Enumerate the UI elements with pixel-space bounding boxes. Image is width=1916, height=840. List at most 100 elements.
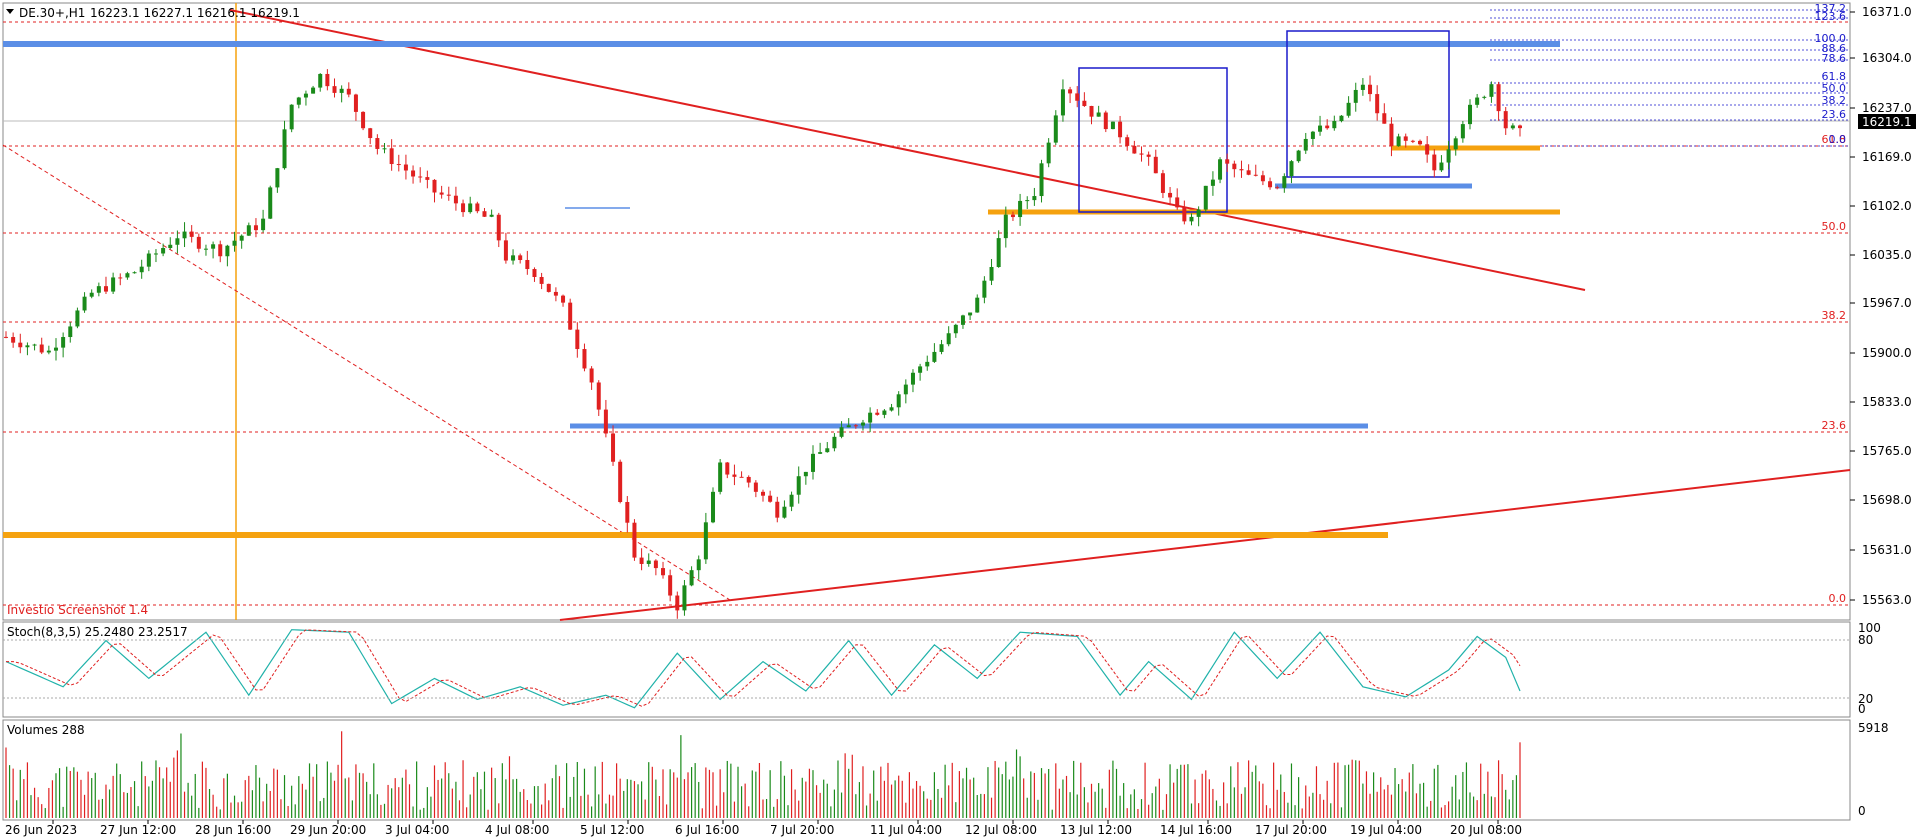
stoch-scale-label: 20 (1858, 692, 1873, 706)
price-tick-label: 16237.0 (1862, 101, 1912, 115)
fib-major-label: 38.2 (1822, 309, 1847, 322)
fib-minor-label: 78.6 (1822, 52, 1847, 65)
candle-body (910, 372, 915, 385)
candle-body (396, 164, 401, 166)
candle-body (46, 350, 51, 353)
candle-body (218, 244, 223, 257)
time-tick-label: 20 Jul 08:00 (1450, 823, 1522, 837)
price-tick-label: 16304.0 (1862, 51, 1912, 65)
candle-body (832, 436, 837, 449)
candle-body (1482, 96, 1487, 98)
candle-body (1018, 200, 1023, 218)
price-axis: 16371.0 16304.0 16237.0 16169.0 16102.0 16035… (1850, 5, 1912, 607)
time-axis: 26 Jun 2023 27 Jun 12:00 28 Jun 16:00 29 Ju… (5, 820, 1522, 837)
trendline-down[interactable] (229, 9, 1586, 291)
trendline-up[interactable] (559, 469, 1851, 621)
candle-body (203, 248, 208, 250)
candle-body (325, 73, 330, 87)
time-tick-label: 26 Jun 2023 (5, 823, 77, 837)
time-tick-label: 12 Jul 08:00 (965, 823, 1037, 837)
candle-body (768, 495, 773, 502)
candle-body (432, 179, 437, 193)
candle-body (1396, 136, 1401, 147)
volume-scale-max: 5918 (1858, 721, 1889, 735)
watermark: Investio Screenshot 1.4 (7, 603, 148, 617)
candle-body (1160, 173, 1165, 193)
candle-body (382, 148, 387, 150)
stoch-scale-label: 0 (1858, 702, 1866, 716)
volume-label: Volumes 288 (7, 723, 85, 737)
candle-body (11, 337, 16, 343)
candle-body (646, 560, 651, 564)
candle-body (532, 269, 537, 277)
candle-body (611, 433, 616, 462)
candle-body (1410, 140, 1415, 142)
candle-body (1189, 216, 1194, 222)
candle-body (161, 248, 166, 254)
candle-body (1318, 125, 1323, 132)
candle-body (1218, 159, 1223, 180)
chevron-down-icon[interactable] (6, 9, 14, 14)
candle-body (1375, 94, 1380, 114)
time-tick-label: 11 Jul 04:00 (870, 823, 942, 837)
time-tick-label: 27 Jun 12:00 (100, 823, 176, 837)
candle-body (1132, 145, 1137, 154)
candle-body (196, 236, 201, 249)
candle-body (1403, 136, 1408, 141)
candle-body (1039, 163, 1044, 197)
candle-body (1382, 113, 1387, 124)
candle-body (268, 187, 273, 219)
candle-body (1496, 84, 1501, 112)
fib-major-labels: 0.0 23.6 38.2 50.0 61.8 (1822, 133, 1847, 605)
price-tick-label: 15967.0 (1862, 296, 1912, 310)
candle-body (511, 255, 516, 261)
candle-body (232, 240, 237, 246)
candle-body (582, 349, 587, 369)
candle-body (775, 501, 780, 518)
candle-body (375, 138, 380, 149)
price-tick-label: 15698.0 (1862, 493, 1912, 507)
candle-body (346, 88, 351, 95)
price-tick-label: 15631.0 (1862, 543, 1912, 557)
candle-body (1118, 121, 1123, 138)
price-tick-label: 15765.0 (1862, 444, 1912, 458)
diagonal-dashed-line[interactable] (2, 144, 731, 601)
candle-body (810, 453, 815, 472)
candle-body (725, 462, 730, 475)
fib-minor-label: 100.0 (1815, 32, 1847, 45)
stochastic-lines (5, 629, 1521, 709)
candle-body (603, 409, 608, 434)
candle-body (982, 280, 987, 298)
candle-body (575, 329, 580, 350)
candle-body (853, 425, 858, 427)
candle-body (918, 366, 923, 373)
candle-body (1082, 100, 1087, 106)
candle-body (1425, 144, 1430, 155)
candle-body (503, 240, 508, 261)
candle-body (761, 491, 765, 496)
time-tick-label: 5 Jul 12:00 (580, 823, 644, 837)
candle-body (1125, 137, 1130, 146)
candle-body (968, 312, 973, 316)
candle-body (539, 276, 544, 284)
candle-body (525, 260, 530, 270)
consolidation-boxes[interactable] (1078, 30, 1450, 213)
candle-body (975, 297, 980, 313)
fib-minor-label: 137.2 (1815, 2, 1847, 15)
candle-body (489, 214, 494, 217)
candle-body (82, 296, 87, 311)
fib-minor-label: 0.0 (1829, 133, 1847, 146)
candle-body (1489, 84, 1494, 97)
candle-body (1046, 142, 1051, 164)
candle-body (1268, 181, 1273, 188)
candle-body (561, 295, 566, 303)
candle-body (546, 283, 551, 292)
blue-levels[interactable] (3, 41, 1560, 429)
fib-major-label: 50.0 (1822, 220, 1847, 233)
candle-body (25, 345, 30, 348)
candle-body (239, 235, 244, 241)
candle-body (925, 361, 930, 367)
candle-body (368, 128, 373, 139)
candle-body (1175, 197, 1180, 208)
